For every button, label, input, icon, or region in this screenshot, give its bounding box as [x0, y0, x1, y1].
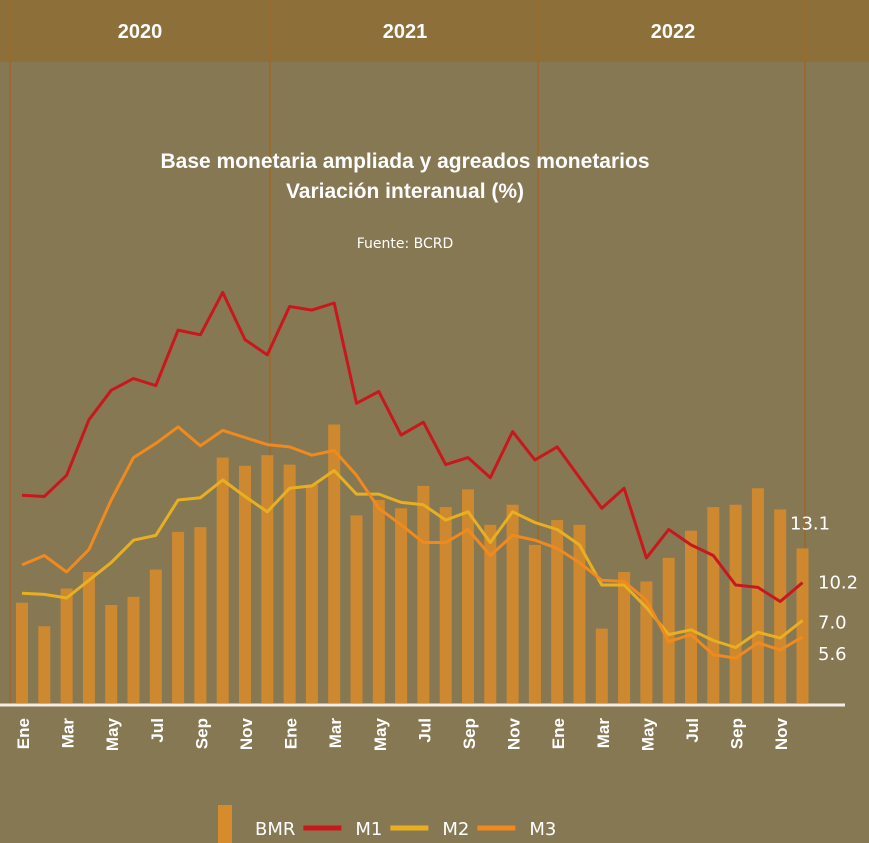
x-tick-label: Jul [415, 718, 434, 743]
x-tick-label: Mar [326, 718, 345, 749]
bar [16, 603, 28, 703]
x-tick-label: Mar [594, 718, 613, 749]
x-tick-label: Jul [683, 718, 702, 743]
bar [261, 455, 273, 703]
page: {"chart_data":{"type":"bar", "title":"Ba… [0, 0, 869, 843]
chart-title: Base monetaria ampliada y agreados monet… [160, 150, 649, 173]
bar [38, 626, 50, 703]
legend-label: M1 [355, 819, 382, 840]
x-tick-label: May [371, 717, 390, 751]
bar [105, 605, 117, 703]
bar [194, 527, 206, 703]
year-label: 2020 [118, 21, 163, 43]
legend-label: M2 [442, 819, 469, 840]
legend-label: M3 [529, 819, 556, 840]
bar [707, 507, 719, 703]
bar [172, 532, 184, 703]
value-label: 10.2 [818, 573, 858, 594]
bar [596, 629, 608, 703]
bar [462, 489, 474, 703]
x-tick-label: Sep [192, 718, 211, 749]
x-tick-label: Sep [460, 718, 479, 749]
x-tick-label: Nov [772, 717, 791, 750]
bar [61, 589, 73, 703]
value-label: 5.6 [818, 644, 847, 665]
x-tick-label: May [638, 717, 657, 751]
bar [284, 465, 296, 703]
x-tick-label: Ene [14, 718, 33, 749]
bar [83, 572, 95, 703]
bar [797, 548, 809, 703]
legend-label: BMR [255, 819, 295, 840]
bar [752, 488, 764, 703]
x-tick-label: Nov [505, 717, 524, 750]
bar [395, 508, 407, 703]
chart: Base monetaria ampliada y agreados monet… [0, 0, 869, 843]
bar [239, 466, 251, 703]
bar [128, 597, 140, 703]
bar [440, 507, 452, 703]
bar [217, 458, 229, 703]
bar [150, 570, 162, 703]
bar [774, 509, 786, 703]
x-tick-label: Jul [148, 718, 167, 743]
year-label: 2022 [651, 21, 696, 43]
bar [328, 425, 340, 703]
x-tick-label: May [103, 717, 122, 751]
bar [618, 572, 630, 703]
legend-swatch [218, 805, 232, 843]
bar [306, 485, 318, 703]
year-label: 2021 [383, 21, 428, 43]
bar [373, 500, 385, 703]
bar [529, 545, 541, 703]
x-tick-label: Sep [728, 718, 747, 749]
bar [685, 531, 697, 703]
x-tick-label: Ene [282, 718, 301, 749]
source: Fuente: BCRD [357, 236, 454, 252]
x-tick-label: Nov [237, 717, 256, 750]
bar [417, 486, 429, 703]
value-label: 7.0 [818, 612, 847, 633]
bar [351, 515, 363, 703]
bar [730, 505, 742, 703]
chart-subtitle: Variación interanual (%) [286, 180, 524, 203]
value-label: 13.1 [790, 513, 830, 534]
x-tick-label: Ene [549, 718, 568, 749]
x-tick-label: Mar [59, 718, 78, 749]
